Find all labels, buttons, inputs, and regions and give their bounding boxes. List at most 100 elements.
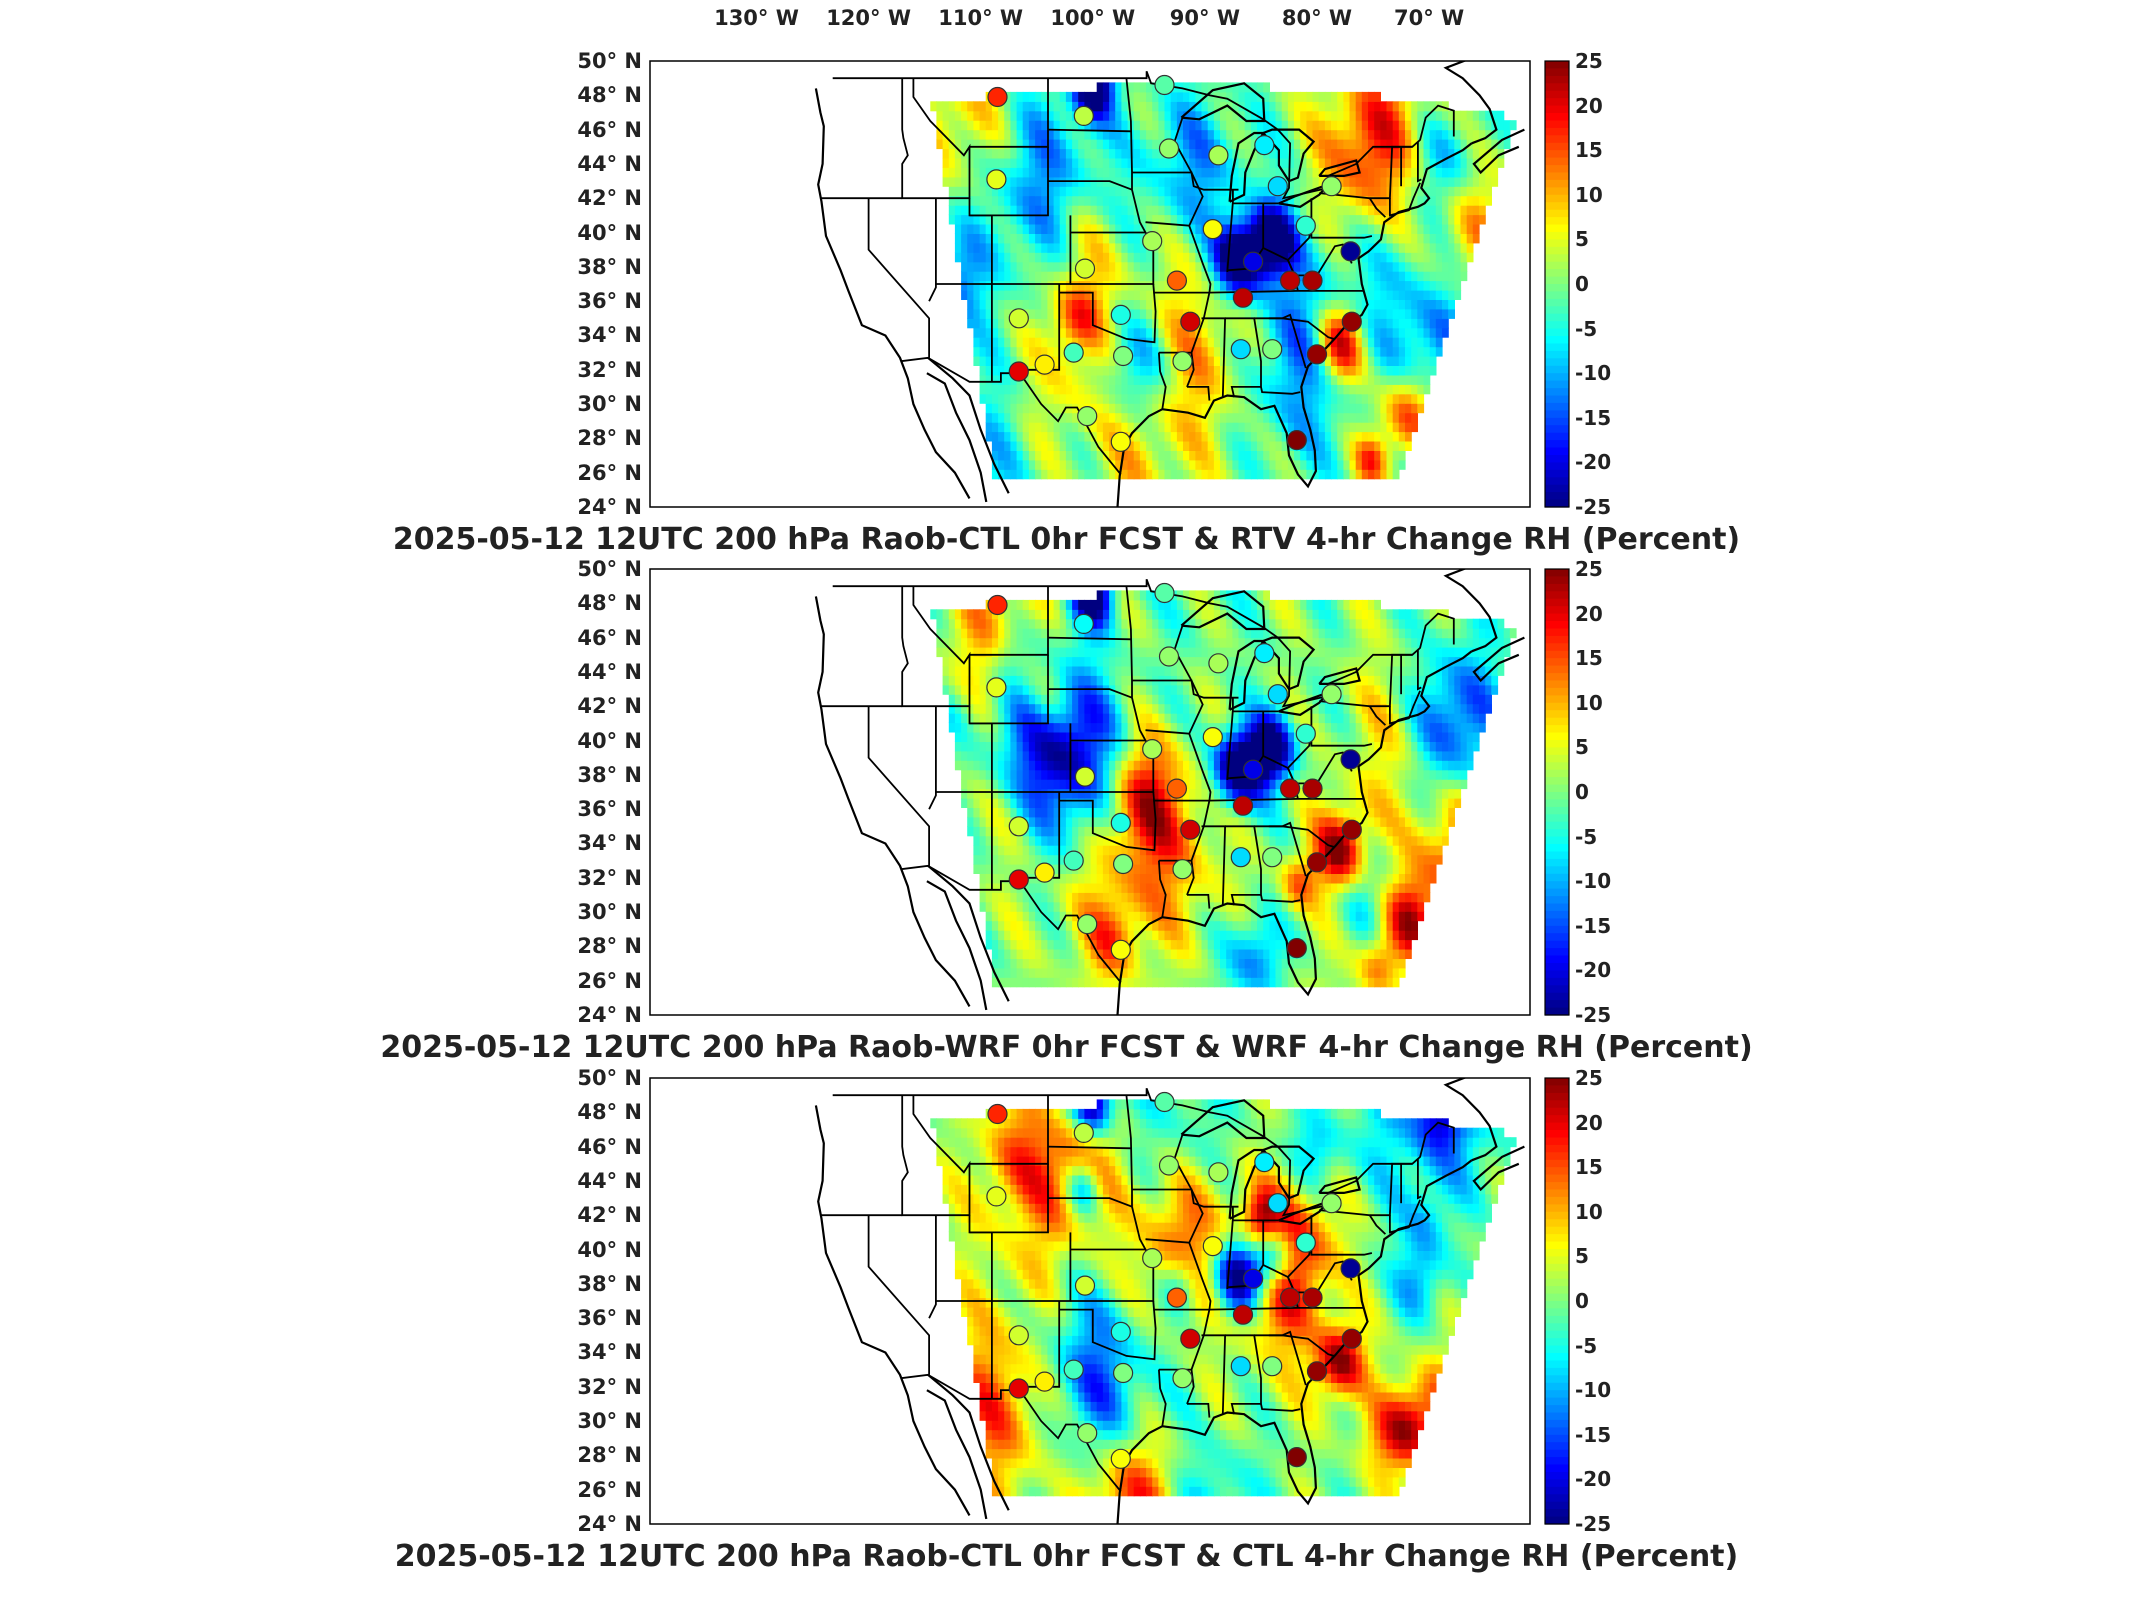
coastline (1116, 1159, 1473, 1524)
raob-station-marker (1341, 1328, 1362, 1349)
latitude-tick-label: 50° N (577, 557, 642, 581)
colorbar-tick-label: -25 (1575, 495, 1612, 519)
state-border (1369, 145, 1413, 200)
state-border (1132, 1188, 1239, 1208)
raob-station-marker (1110, 304, 1131, 325)
raob-station-marker (1172, 351, 1193, 372)
raob-station-marker (1230, 1356, 1251, 1377)
state-border (1389, 1199, 1421, 1234)
latitude-tick-label: 42° N (577, 1203, 642, 1228)
raob-station-marker (1063, 1359, 1084, 1380)
coastline (1443, 1078, 1498, 1162)
state-border (1047, 1145, 1131, 1150)
raob-station-marker (1112, 853, 1134, 875)
raob-station-marker (1279, 270, 1301, 291)
raob-station-marker (1262, 339, 1283, 360)
raob-station-marker (1034, 354, 1055, 375)
state-border (1187, 893, 1211, 909)
state-border (1186, 352, 1195, 388)
axes-frame (649, 568, 1531, 1016)
state-border (1268, 317, 1335, 340)
latitude-tick-label: 40° N (577, 1237, 642, 1262)
raob-station-marker (1321, 684, 1342, 705)
colorbar-tick-label: 5 (1575, 227, 1589, 252)
state-border (1070, 189, 1148, 234)
state-border (1070, 1206, 1148, 1251)
raob-station-marker (1202, 219, 1223, 240)
axes-frame (649, 1077, 1531, 1525)
state-border (1187, 385, 1211, 401)
coastline (814, 88, 971, 499)
raob-stations (986, 1091, 1362, 1469)
coastline (1318, 1176, 1361, 1194)
state-border (1254, 313, 1307, 369)
latitude-tick-label: 30° N (577, 900, 642, 925)
panel-title: 2025-05-12 12UTC 200 hPa Raob-WRF 0hr FC… (380, 1030, 1753, 1065)
longitude-tick-label: 110° W (938, 6, 1024, 30)
raob-station-marker (1166, 270, 1188, 291)
latitude-tick-label: 30° N (577, 392, 642, 417)
raob-station-marker (1172, 1368, 1193, 1389)
map-panel-wrf: 50° N 48° N 46° N 44° N 42° N 40° N 38° N 36° N… (0, 508, 2133, 1065)
state-border (867, 1215, 930, 1375)
latitude-tick-label: 40° N (577, 220, 642, 245)
colorbar-tick-label: 5 (1575, 1244, 1589, 1269)
raob-station-marker (1242, 759, 1264, 780)
coastline (926, 880, 988, 1011)
raob-station-marker (1232, 1304, 1254, 1325)
raob-station-marker (1208, 1162, 1229, 1183)
longitude-tick-label: 70° W (1393, 6, 1465, 30)
raob-station-marker (1158, 1155, 1180, 1176)
longitude-tick-label: 100° W (1050, 6, 1136, 30)
state-border (1145, 172, 1204, 227)
raob-station-marker (1340, 1258, 1361, 1279)
raob-station-marker (1073, 1122, 1094, 1144)
map-svg (649, 1077, 1570, 1525)
state-border (1019, 792, 1061, 879)
state-border (1153, 1242, 1212, 1311)
raob-station-marker (1158, 138, 1180, 159)
raob-station-marker (1279, 778, 1301, 799)
state-border (1048, 1197, 1133, 1208)
raob-station-marker (1008, 1378, 1029, 1399)
colorbar-tick-label: -10 (1575, 1378, 1612, 1403)
coastline (1472, 1145, 1525, 1192)
state-border (1260, 386, 1301, 395)
map-panel-ctl: 50° N 48° N 46° N 44° N 42° N 40° N 38° N 36° N… (0, 1017, 2133, 1574)
state-border (1059, 1300, 1157, 1361)
state-border (1019, 1301, 1061, 1388)
raob-station-marker (1074, 766, 1096, 787)
raob-station-marker (1112, 345, 1134, 367)
state-border (1254, 1330, 1307, 1386)
raob-station-marker (1302, 1287, 1323, 1308)
state-border (1319, 700, 1387, 726)
raob-station-marker (1267, 1193, 1288, 1214)
raob-station-marker (1166, 778, 1188, 799)
raob-station-marker (1142, 231, 1163, 252)
latitude-tick-label: 26° N (577, 968, 642, 993)
raob-station-marker (1230, 339, 1251, 360)
raob-station-marker (1295, 215, 1316, 236)
latitude-tick-label: 32° N (577, 357, 642, 382)
state-border (1187, 1402, 1211, 1418)
raob-station-marker (1340, 241, 1361, 262)
state-border (1125, 586, 1133, 698)
map-outlines (814, 569, 1525, 1015)
colorbar (1544, 60, 1570, 508)
raob-station-marker (1172, 859, 1193, 880)
colorbar-tick-label: 15 (1575, 646, 1603, 671)
raob-station-marker (1341, 819, 1362, 840)
coastline (1262, 636, 1316, 691)
latitude-tick-label: 34° N (577, 831, 642, 856)
colorbar-tick-label: 20 (1575, 601, 1603, 626)
state-border (1059, 283, 1157, 344)
latitude-tick-label: 28° N (577, 934, 642, 959)
latitude-tick-label: 32° N (577, 1374, 642, 1399)
state-border (1145, 1189, 1204, 1244)
latitude-tick-label: 36° N (577, 289, 642, 314)
raob-station-marker (1110, 812, 1131, 833)
state-border (1186, 1369, 1195, 1405)
coastline (927, 356, 1010, 494)
state-border (1173, 625, 1193, 681)
